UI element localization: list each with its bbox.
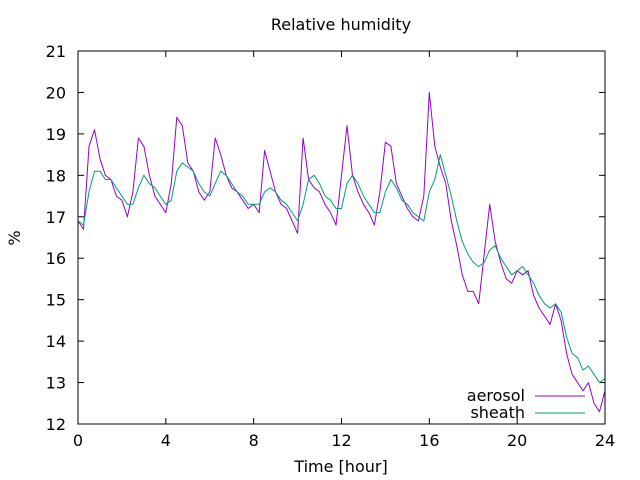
x-tick-label: 8 [249,431,259,450]
x-axis-label: Time [hour] [293,457,387,476]
y-tick-label: 13 [46,374,66,393]
x-tick-label: 0 [73,431,83,450]
x-axis-ticks: 0 4 8 12 16 20 24 [73,51,615,450]
x-tick-label: 24 [595,431,615,450]
legend-label-aerosol: aerosol [467,386,525,405]
x-tick-label: 12 [331,431,351,450]
series-layer [77,91,606,413]
chart-title: Relative humidity [271,15,411,34]
y-axis-ticks: 12 13 14 15 16 17 18 19 20 21 [46,42,605,434]
y-tick-label: 17 [46,208,66,227]
y-tick-label: 14 [46,332,66,351]
y-tick-label: 16 [46,249,66,268]
y-tick-label: 21 [46,42,66,61]
plot-frame [77,50,606,425]
y-tick-label: 19 [46,125,66,144]
x-tick-label: 4 [161,431,171,450]
legend-label-sheath: sheath [470,403,525,422]
y-tick-label: 15 [46,291,66,310]
series-line-sheath [77,154,606,384]
y-axis-label: % [5,230,24,245]
x-tick-label: 20 [507,431,527,450]
y-tick-label: 18 [46,166,66,185]
y-tick-label: 12 [46,415,66,434]
legend: aerosol sheath [467,386,585,422]
y-tick-label: 20 [46,83,66,102]
x-tick-label: 16 [419,431,439,450]
